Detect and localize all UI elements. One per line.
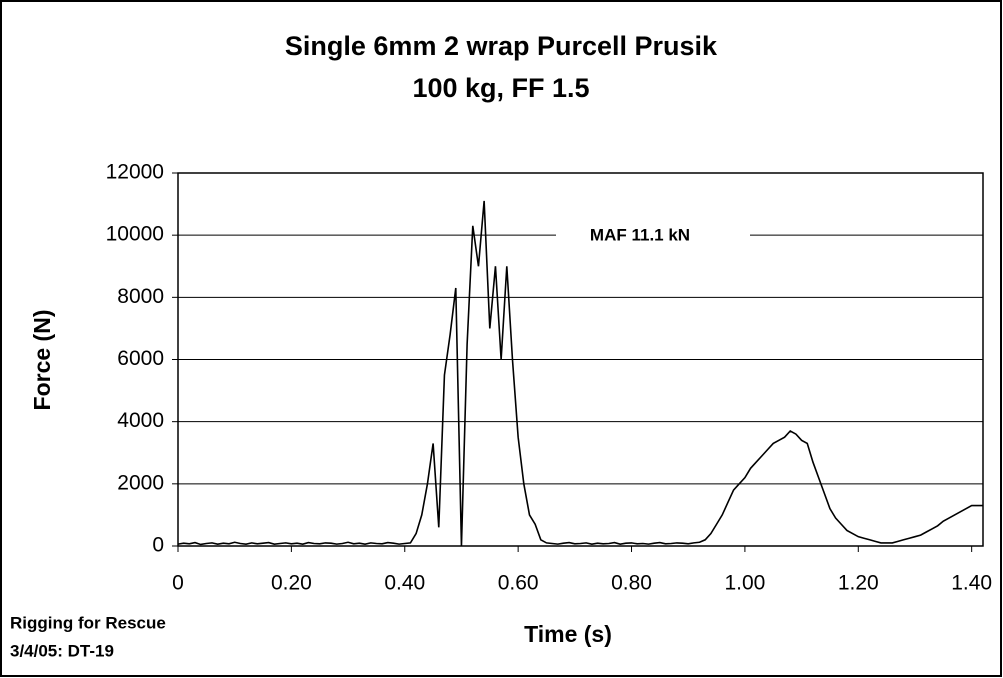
annotation-bg [556,220,750,250]
chart-title: Single 6mm 2 wrap Purcell Prusik [285,31,718,61]
y-tick-label: 2000 [117,471,164,494]
y-tick-label: 6000 [117,347,164,370]
x-tick-label: 1.20 [838,572,879,595]
annotation: MAF 11.1 kN [590,225,690,244]
x-tick-label: 0.20 [271,572,312,595]
plot-border [177,172,984,547]
y-tick-label: 0 [152,534,164,557]
x-tick-label: 0.80 [611,572,652,595]
y-tick-label: 10000 [106,223,164,246]
x-tick-label: 0.60 [498,572,539,595]
x-tick-label: 1.00 [724,572,765,595]
source: Rigging for Rescue [10,613,166,632]
x-tick-label: 0.40 [384,572,425,595]
x-axis-label: Time (s) [524,621,612,647]
data-line [177,200,983,547]
y-tick-label: 4000 [117,409,164,432]
y-tick-label: 12000 [106,161,164,184]
chart-subtitle: 100 kg, FF 1.5 [412,73,589,103]
x-tick-label: 0 [172,572,184,595]
note: 3/4/05: DT-19 [10,641,114,660]
x-tick-label: 1.40 [951,572,992,595]
y-axis-label: Force (N) [29,310,55,411]
y-tick-label: 8000 [117,285,164,308]
